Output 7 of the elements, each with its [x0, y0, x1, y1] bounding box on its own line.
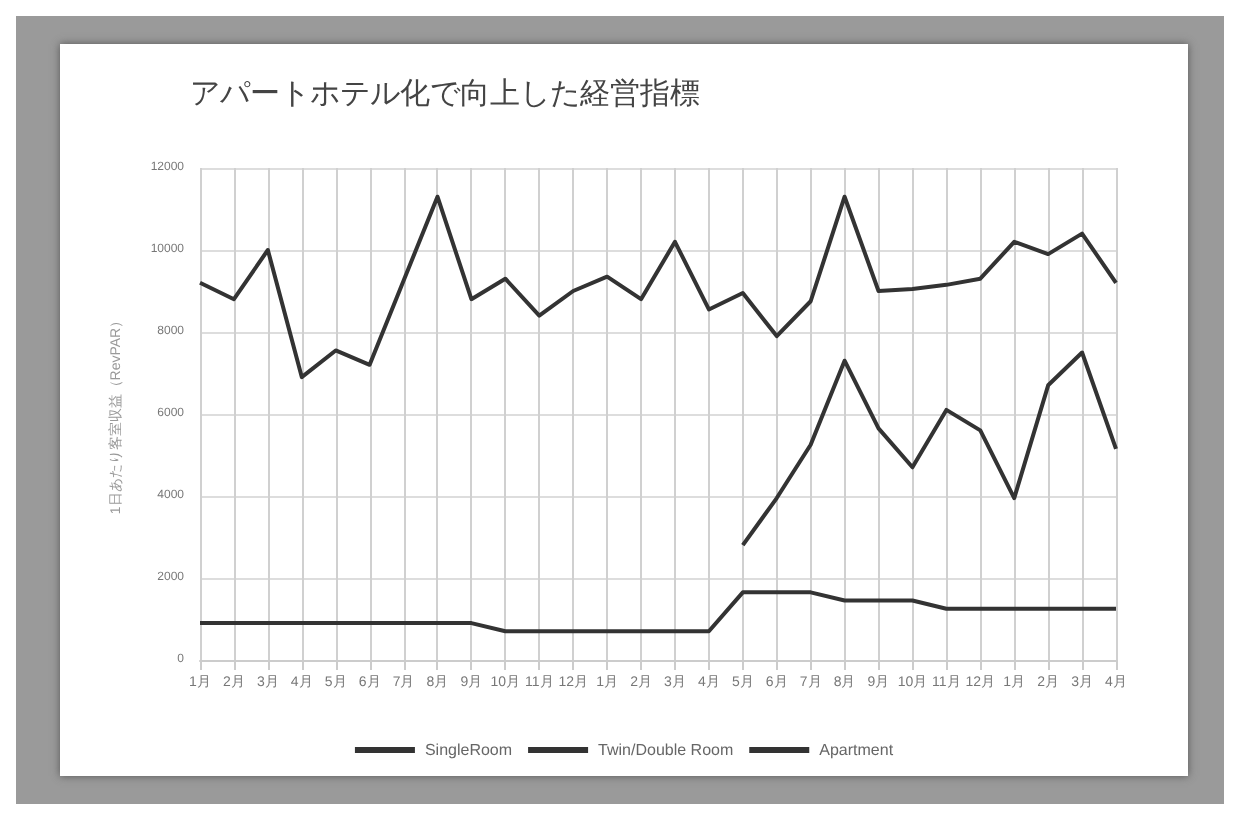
chart-title: アパートホテル化で向上した経営指標: [190, 75, 700, 111]
line-series: [198, 590, 1118, 634]
legend-label: Apartment: [819, 741, 895, 759]
legend-label: SingleRoom: [424, 741, 513, 759]
line-series: [740, 350, 1118, 548]
legend-label: Twin/Double Room: [598, 741, 734, 759]
line-series: [198, 194, 1118, 380]
